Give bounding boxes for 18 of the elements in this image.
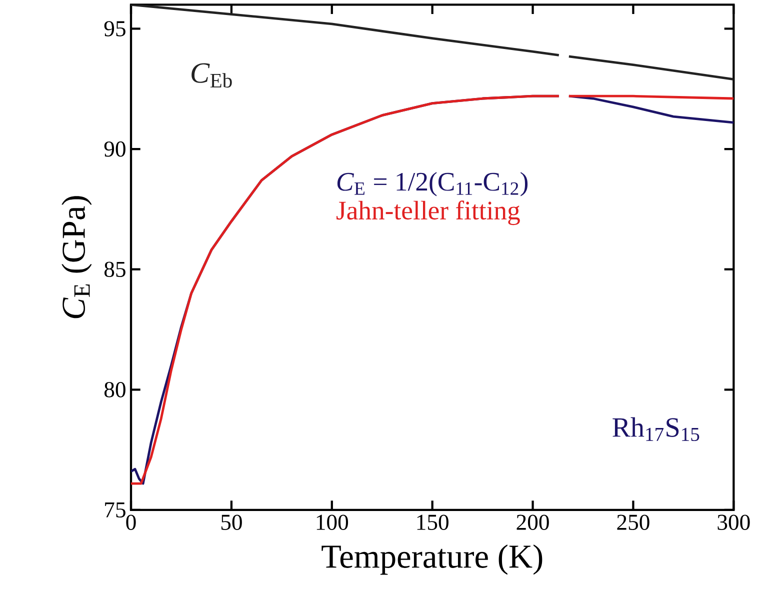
y-tick-label: 80 (104, 382, 126, 398)
x-tick-label: 200 (516, 514, 549, 530)
annotation: Rh$_{17}$S$_{15}$ (612, 417, 700, 442)
y-tick-label: 75 (105, 502, 126, 518)
y-axis-title: C$_{E}$ (GPa) (62, 196, 92, 318)
series-label: C$_{E}$ = 1/2(C$_{11}$-C$_{12}$) (337, 172, 528, 196)
x-tick-label: 250 (617, 514, 650, 530)
x-tick-label: 100 (316, 514, 348, 530)
text: Jahn-teller fitting (336, 200, 520, 226)
x-axis-title: Temperature (K) (322, 544, 542, 575)
x-tick-label: 50 (221, 514, 242, 530)
y-tick-label: 95 (104, 21, 126, 36)
x-tick-label: 0 (126, 514, 136, 530)
y-tick-label: 90 (104, 141, 126, 157)
x-tick-label: 150 (417, 514, 448, 530)
x-tick-label: 300 (718, 514, 750, 530)
series-label: C$_{Eb}$ (192, 63, 232, 88)
y-tick-label: 85 (104, 262, 126, 278)
